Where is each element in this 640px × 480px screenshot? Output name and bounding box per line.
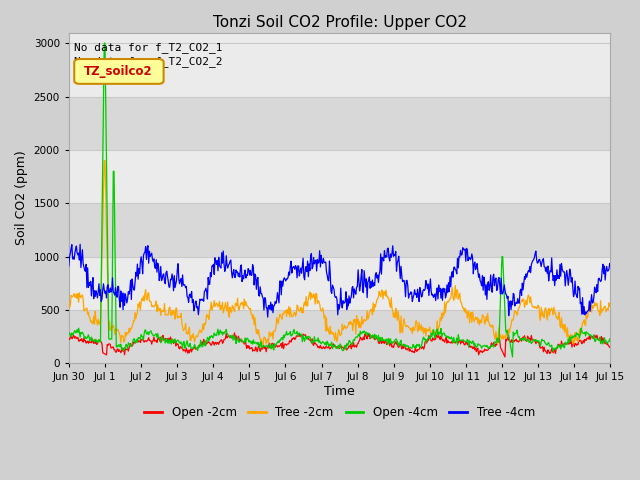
Text: TZ_soilco2: TZ_soilco2 (84, 65, 152, 78)
Legend: Open -2cm, Tree -2cm, Open -4cm, Tree -4cm: Open -2cm, Tree -2cm, Open -4cm, Tree -4… (140, 401, 540, 424)
X-axis label: Time: Time (324, 385, 355, 398)
Bar (69, 150, 611, 204)
Text: No data for f_T2_CO2_1: No data for f_T2_CO2_1 (74, 43, 223, 53)
Y-axis label: Soil CO2 (ppm): Soil CO2 (ppm) (15, 151, 28, 245)
Text: No data for f_T2_CO2_2: No data for f_T2_CO2_2 (74, 56, 223, 67)
Bar (69, 204, 611, 257)
Bar (69, 96, 611, 150)
Bar (69, 257, 611, 310)
Bar (69, 43, 611, 96)
Title: Tonzi Soil CO2 Profile: Upper CO2: Tonzi Soil CO2 Profile: Upper CO2 (212, 15, 467, 30)
Bar (69, 310, 611, 363)
FancyBboxPatch shape (74, 59, 164, 84)
